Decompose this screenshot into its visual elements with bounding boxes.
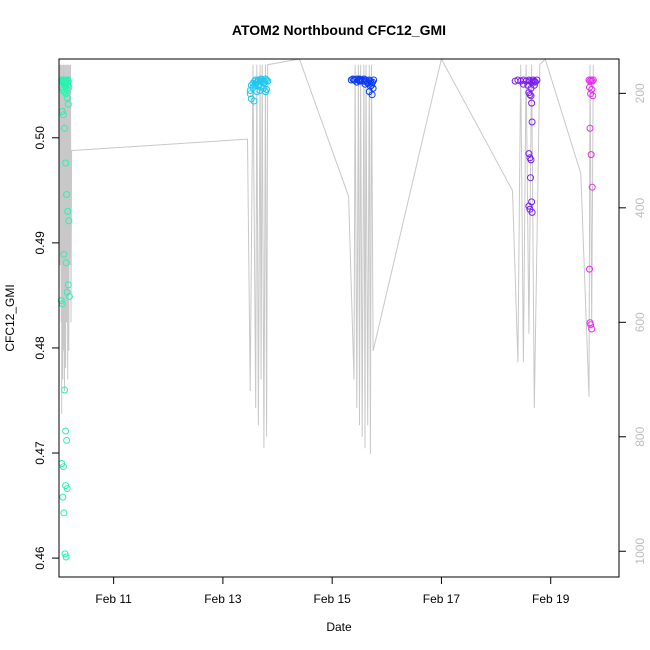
data-point-flight-4 [528, 118, 536, 126]
data-point-flight-1 [62, 90, 70, 98]
data-point-flight-1 [64, 207, 72, 215]
y-axis-right: 200 400 600 800 1000 [619, 83, 647, 565]
data-point-flight-2 [251, 81, 259, 89]
data-point-flight-2 [253, 88, 261, 96]
data-point-flight-1 [62, 159, 70, 167]
data-point-flight-1 [57, 297, 65, 305]
y-tick-label: 0.48 [33, 336, 47, 360]
chart-title: ATOM2 Northbound CFC12_GMI [232, 22, 446, 38]
y-tick-label: 0.50 [33, 126, 47, 150]
data-point-flight-5 [585, 76, 593, 84]
data-point-flight-4 [527, 174, 534, 182]
data-point-flight-1 [64, 281, 72, 289]
data-point-flight-4 [527, 92, 535, 100]
data-point-flight-4 [525, 202, 533, 210]
x-tick-label: Feb 19 [532, 592, 570, 606]
data-point-flight-1 [59, 493, 67, 501]
data-point-flight-1 [62, 553, 70, 561]
data-point-flight-1 [60, 250, 68, 258]
data-point-flight-3 [356, 77, 363, 85]
data-point-flight-1 [61, 124, 68, 132]
data-point-flight-4 [531, 78, 539, 86]
data-point-flight-1 [63, 436, 71, 444]
data-point-flight-5 [588, 77, 596, 85]
data-point-flight-1 [62, 82, 70, 90]
data-point-flight-5 [587, 76, 595, 84]
data-point-flight-4 [525, 150, 533, 158]
data-point-flight-4 [526, 91, 534, 99]
y-tick-label: 0.49 [33, 231, 47, 255]
x-axis-label: Date [326, 620, 352, 634]
x-tick-label: Feb 13 [204, 592, 242, 606]
data-point-flight-1 [64, 100, 72, 108]
data-point-flight-5 [589, 76, 597, 84]
data-point-flight-4 [530, 81, 538, 89]
data-point-flight-5 [586, 265, 593, 273]
x-tick-label: Feb 17 [423, 592, 461, 606]
y2-tick-label: 400 [633, 197, 647, 217]
data-point-flight-2 [260, 79, 268, 87]
scatter-points [57, 75, 597, 561]
y2-tick-label: 200 [633, 83, 647, 103]
data-point-flight-1 [62, 259, 70, 267]
x-axis: Feb 11 Feb 13 Feb 15 Feb 17 Feb 19 [95, 577, 570, 606]
data-point-flight-1 [65, 293, 73, 300]
x-tick-label: Feb 11 [95, 592, 132, 606]
data-point-flight-1 [63, 191, 71, 198]
data-point-flight-1 [60, 509, 68, 517]
data-point-flight-4 [527, 156, 535, 164]
data-point-flight-2 [262, 88, 269, 96]
data-point-flight-5 [589, 92, 597, 100]
y2-tick-label: 800 [633, 426, 647, 446]
y-tick-label: 0.46 [33, 546, 47, 570]
data-point-flight-1 [62, 427, 70, 435]
data-point-flight-4 [529, 78, 537, 86]
data-point-flight-4 [528, 208, 536, 216]
data-point-flight-2 [247, 81, 255, 89]
data-point-flight-4 [519, 80, 527, 88]
data-point-flight-1 [59, 111, 67, 119]
y-axis-left: 0.46 0.47 0.48 0.49 0.50 [33, 126, 59, 570]
data-point-flight-2 [246, 90, 254, 98]
data-point-flight-1 [59, 463, 67, 471]
y2-tick-label: 600 [633, 312, 647, 332]
data-point-flight-1 [61, 386, 68, 394]
data-point-flight-5 [588, 325, 596, 333]
data-point-flight-5 [587, 90, 595, 98]
plot-frame [58, 58, 620, 578]
data-point-flight-4 [533, 76, 541, 84]
data-point-flight-1 [63, 87, 71, 94]
data-point-flight-4 [529, 76, 537, 84]
y-tick-label: 0.47 [33, 441, 47, 465]
data-point-flight-2 [250, 97, 258, 105]
data-point-flight-5 [587, 151, 595, 159]
data-point-flight-1 [61, 550, 69, 558]
data-point-flight-3 [368, 91, 376, 99]
data-point-flight-1 [63, 288, 71, 296]
data-point-flight-4 [528, 99, 536, 107]
x-tick-label: Feb 15 [313, 592, 351, 606]
data-point-flight-5 [586, 124, 594, 132]
data-point-flight-1 [63, 485, 71, 493]
data-point-flight-5 [588, 183, 596, 191]
y-axis-label: CFC12_GMI [3, 284, 17, 351]
data-point-flight-2 [258, 78, 266, 86]
data-point-flight-1 [65, 217, 73, 225]
data-point-flight-1 [59, 78, 67, 86]
pressure-track-line [59, 57, 594, 454]
pressure-track-series [59, 57, 594, 454]
y2-tick-label: 1000 [633, 538, 647, 565]
data-point-flight-3 [366, 82, 374, 90]
data-point-flight-5 [586, 319, 594, 327]
